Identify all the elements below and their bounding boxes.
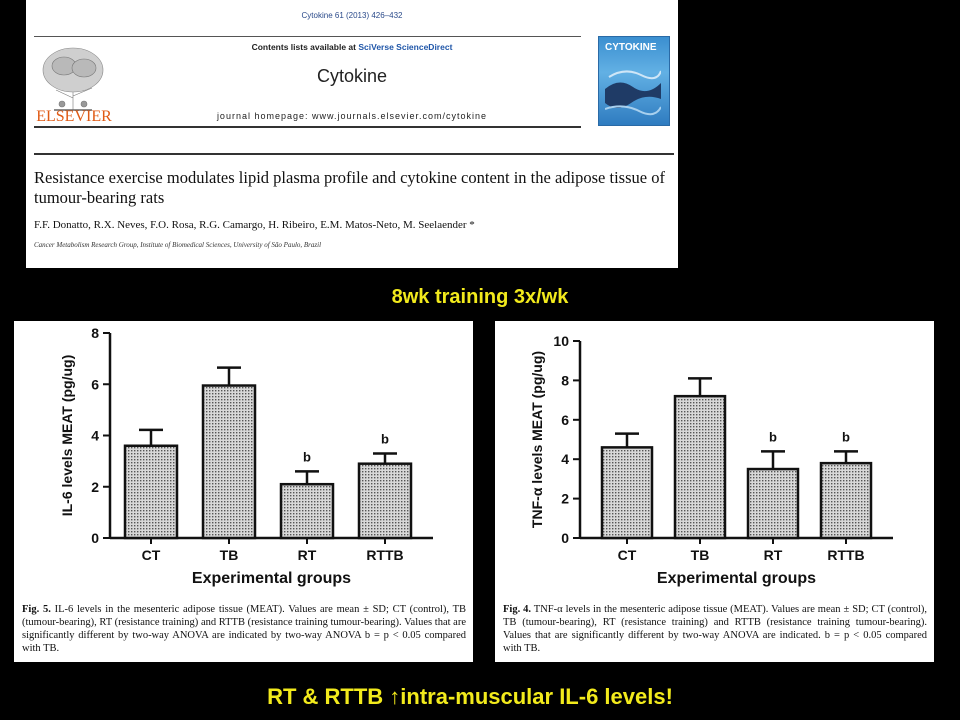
y-tick-label: 10 bbox=[553, 333, 569, 349]
article-title: Resistance exercise modulates lipid plas… bbox=[34, 168, 665, 207]
tnf-caption-text: TNF-α levels in the mesenteric adipose t… bbox=[503, 604, 927, 654]
y-tick-label: 6 bbox=[91, 376, 99, 392]
y-tick-label: 0 bbox=[561, 530, 569, 546]
bar-tb bbox=[673, 394, 727, 540]
journal-header: Cytokine 61 (2013) 426–432 ELSEVIER Cont… bbox=[26, 0, 678, 268]
tnf-caption: Fig. 4. TNF-α levels in the mesenteric a… bbox=[503, 603, 927, 655]
tnf-caption-label: Fig. 4. bbox=[503, 604, 532, 615]
publisher-logo-text: ELSEVIER bbox=[36, 108, 112, 125]
journal-name: Cytokine bbox=[316, 66, 388, 86]
tnf-y-axis-label: TNF-α levels MEAT (pg/ug) bbox=[529, 351, 545, 528]
cover-artwork bbox=[605, 70, 661, 116]
y-tick-label: 8 bbox=[561, 372, 569, 388]
il6-caption-label: Fig. 5. bbox=[22, 604, 51, 615]
tnf-bar-chart: 0 2 4 6 8 10 TNF-α levels MEAT (pg/ug) CT TB RT b R… bbox=[529, 333, 893, 587]
cover-title: CYTOKINE bbox=[605, 42, 657, 53]
x-tick-label-ct: CT bbox=[142, 547, 161, 563]
contents-line: Contents lists available at SciVerse Sci… bbox=[122, 42, 582, 52]
bar-ct bbox=[600, 446, 654, 540]
header-rule-article bbox=[34, 153, 674, 155]
journal-citation: Cytokine 61 (2013) 426–432 bbox=[301, 11, 403, 20]
significance-label-rt: b bbox=[769, 429, 777, 444]
y-tick-label: 6 bbox=[561, 412, 569, 428]
journal-cover-image: CYTOKINE bbox=[598, 36, 670, 126]
bar-rttb bbox=[357, 462, 413, 540]
significance-label-rt: b bbox=[303, 449, 311, 464]
y-tick-label: 0 bbox=[91, 530, 99, 546]
y-tick-label: 2 bbox=[91, 479, 99, 495]
sciencedirect-link[interactable]: SciVerse ScienceDirect bbox=[358, 42, 453, 52]
il6-x-axis-label: Experimental groups bbox=[192, 570, 351, 587]
bar-tb bbox=[201, 384, 257, 540]
elsevier-tree-logo bbox=[34, 40, 112, 126]
header-rule-bottom bbox=[34, 126, 581, 128]
article-affiliation: Cancer Metabolism Research Group, Instit… bbox=[34, 241, 322, 249]
il6-y-axis-label: IL-6 levels MEAT (pg/ug) bbox=[59, 355, 75, 517]
bar-rt bbox=[279, 482, 335, 540]
bar-rt bbox=[746, 467, 800, 540]
x-tick-label-rttb: RTTB bbox=[366, 547, 403, 563]
significance-label-rttb: b bbox=[381, 431, 389, 446]
x-tick-label-rt: RT bbox=[298, 547, 317, 563]
y-tick-label: 4 bbox=[91, 428, 99, 444]
header-rule-top bbox=[34, 36, 581, 37]
journal-homepage[interactable]: journal homepage: www.journals.elsevier.… bbox=[216, 111, 488, 121]
slide-subtitle: 8wk training 3x/wk bbox=[391, 286, 569, 308]
il6-chart-panel: 0 2 4 6 8 IL-6 levels MEAT (pg/ug) CT TB RT b RTTB… bbox=[14, 321, 473, 662]
il6-caption: Fig. 5. IL-6 levels in the mesenteric ad… bbox=[22, 603, 466, 655]
article-authors: F.F. Donatto, R.X. Neves, F.O. Rosa, R.G… bbox=[34, 219, 475, 231]
y-tick-label: 4 bbox=[561, 451, 569, 467]
tnf-chart-panel: 0 2 4 6 8 10 TNF-α levels MEAT (pg/ug) CT TB RT b R… bbox=[495, 321, 934, 662]
bar-rttb bbox=[819, 461, 873, 540]
tnf-x-axis-label: Experimental groups bbox=[657, 570, 816, 587]
x-tick-label-tb: TB bbox=[691, 547, 710, 563]
il6-bar-chart: 0 2 4 6 8 IL-6 levels MEAT (pg/ug) CT TB RT b RTTB… bbox=[59, 325, 433, 587]
x-tick-label-tb: TB bbox=[220, 547, 239, 563]
x-tick-label-rttb: RTTB bbox=[827, 547, 864, 563]
bar-ct bbox=[123, 444, 179, 540]
significance-label-rttb: b bbox=[842, 429, 850, 444]
il6-caption-text: IL-6 levels in the mesenteric adipose ti… bbox=[22, 604, 467, 654]
slide-footer: RT & RTTB ↑intra-muscular IL-6 levels! bbox=[267, 684, 673, 709]
y-tick-label: 8 bbox=[91, 325, 99, 341]
x-tick-label-rt: RT bbox=[764, 547, 783, 563]
y-tick-label: 2 bbox=[561, 491, 569, 507]
contents-prefix: Contents lists available at bbox=[251, 42, 359, 52]
x-tick-label-ct: CT bbox=[618, 547, 637, 563]
